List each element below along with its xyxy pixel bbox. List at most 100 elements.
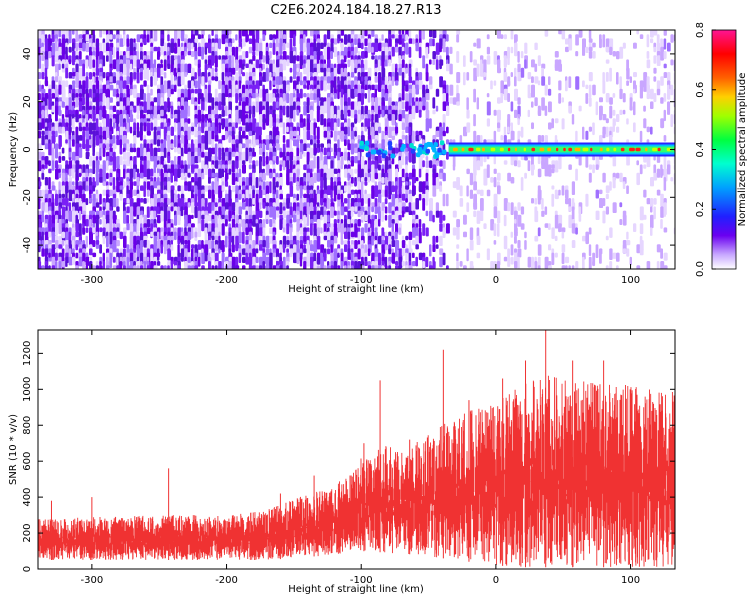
spectrogram-cell xyxy=(422,160,425,168)
spectrogram-cell xyxy=(136,181,140,186)
spectrogram-cell xyxy=(514,210,518,217)
spectrogram-cell xyxy=(116,135,119,140)
spectrogram-cell xyxy=(221,147,225,153)
spectrogram-cell xyxy=(72,30,75,35)
spectrogram-cell xyxy=(276,206,280,211)
spectrogram-cell xyxy=(571,265,575,269)
spectrogram-cell xyxy=(361,97,364,106)
spectrogram-cell xyxy=(592,42,596,48)
spectrogram-cell xyxy=(449,97,454,104)
spectrogram-cell xyxy=(157,67,161,78)
spectrogram-cell xyxy=(401,261,405,267)
spectrogram-cell xyxy=(211,172,215,178)
spectrogram-cell xyxy=(78,185,83,194)
spectrogram-cell xyxy=(133,181,137,186)
spectrogram-cell xyxy=(242,63,245,70)
spectrogram-cell xyxy=(177,38,180,49)
spectrogram-cell xyxy=(619,109,623,115)
spectrogram-cell xyxy=(279,206,283,214)
spectrogram-cell xyxy=(350,210,354,217)
spectrogram-cell xyxy=(78,214,82,220)
spectrogram-cell xyxy=(174,46,178,54)
spectrogram-cell xyxy=(174,256,178,263)
spectrogram-cell xyxy=(187,265,192,269)
spectrogram-cell xyxy=(446,265,449,269)
spectrogram-cell xyxy=(473,42,477,47)
spectrogram-cell xyxy=(44,80,49,87)
spectrogram-cell xyxy=(626,156,630,166)
spectrogram-cell xyxy=(364,30,368,37)
spectrogram-cell xyxy=(153,235,157,247)
spectrogram-cell xyxy=(347,51,351,58)
spectrogram-cell xyxy=(531,198,534,204)
spectrogram-cell xyxy=(204,202,208,208)
spectrogram-cell xyxy=(194,101,198,106)
spectrogram-cell xyxy=(476,63,480,77)
spectrogram-cell xyxy=(408,189,412,195)
spectrogram-cell xyxy=(337,139,340,148)
spectrogram-cell xyxy=(262,63,265,70)
spectrogram-cell xyxy=(180,126,184,133)
spectrogram-cell xyxy=(191,126,195,132)
spectrogram-cell xyxy=(163,181,167,186)
spectrogram-cell xyxy=(571,181,575,195)
spectrogram-cell xyxy=(449,63,453,75)
spectrogram-cell xyxy=(395,231,398,240)
spectrogram-cell xyxy=(646,156,651,168)
spectrogram-cell xyxy=(106,181,109,187)
spectrogram-cell xyxy=(282,34,287,39)
spectrogram-cell xyxy=(609,261,613,269)
spectrogram-cell xyxy=(167,198,170,206)
spectrogram-cell xyxy=(548,164,552,177)
spectrogram-cell xyxy=(228,256,233,262)
spectrogram-cell xyxy=(446,193,449,207)
spectrogram-cell xyxy=(330,265,335,269)
spectrogram-cell xyxy=(503,198,508,211)
spectrogram-cell xyxy=(123,261,126,267)
spectrogram-cell xyxy=(592,51,596,59)
spectrogram-cell xyxy=(174,181,178,186)
spectrogram-cell xyxy=(364,118,369,129)
spectrogram-cell xyxy=(119,126,124,136)
spectrogram-cell xyxy=(466,97,469,111)
spectrogram-cell xyxy=(191,202,195,214)
spectrogram-cell xyxy=(78,223,82,237)
spectrogram-cell xyxy=(160,84,165,96)
spectrogram-cell xyxy=(72,80,76,85)
spectrogram-cell xyxy=(323,97,327,103)
spectrogram-cell xyxy=(347,198,350,210)
spectrogram-cell xyxy=(626,67,630,80)
spectrogram-cell xyxy=(214,67,218,72)
spectrogram-cell xyxy=(282,160,286,171)
spectrogram-cell xyxy=(429,214,432,221)
spectrogram-cell xyxy=(486,164,490,178)
spectrogram-cell xyxy=(61,198,66,206)
spectrogram-cell xyxy=(554,214,559,229)
spectrogram-cell xyxy=(422,55,426,69)
spectrogram-cell xyxy=(109,189,113,197)
spectrogram-cell xyxy=(61,126,65,134)
spectrogram-cell xyxy=(327,76,331,84)
spectrogram-cell xyxy=(221,105,225,111)
spectrogram-cell xyxy=(126,114,129,120)
spectrogram-cell xyxy=(384,256,388,268)
spectrogram-cell xyxy=(75,202,80,213)
spectrogram-cell xyxy=(140,72,143,81)
spectrogram-cell xyxy=(633,72,637,78)
spectrogram-cell xyxy=(391,76,395,86)
spectrogram-cell xyxy=(184,185,188,191)
spectrogram-cell xyxy=(174,55,178,60)
tone-peak xyxy=(507,147,511,152)
spectrogram-cell xyxy=(622,181,626,189)
spectrogram-cell xyxy=(531,265,534,269)
spectrogram-cell xyxy=(480,63,484,77)
spectrogram-cell xyxy=(289,30,294,39)
spectrogram-cell xyxy=(520,67,525,78)
spectrogram-cell xyxy=(221,135,226,141)
spectrogram-cell xyxy=(38,244,41,253)
spectrogram-cell xyxy=(102,164,106,170)
spectrogram-cell xyxy=(157,172,160,178)
spectrogram-cell xyxy=(401,55,406,60)
spectrogram-cell xyxy=(82,126,86,131)
spectrogram-cell xyxy=(38,219,41,224)
